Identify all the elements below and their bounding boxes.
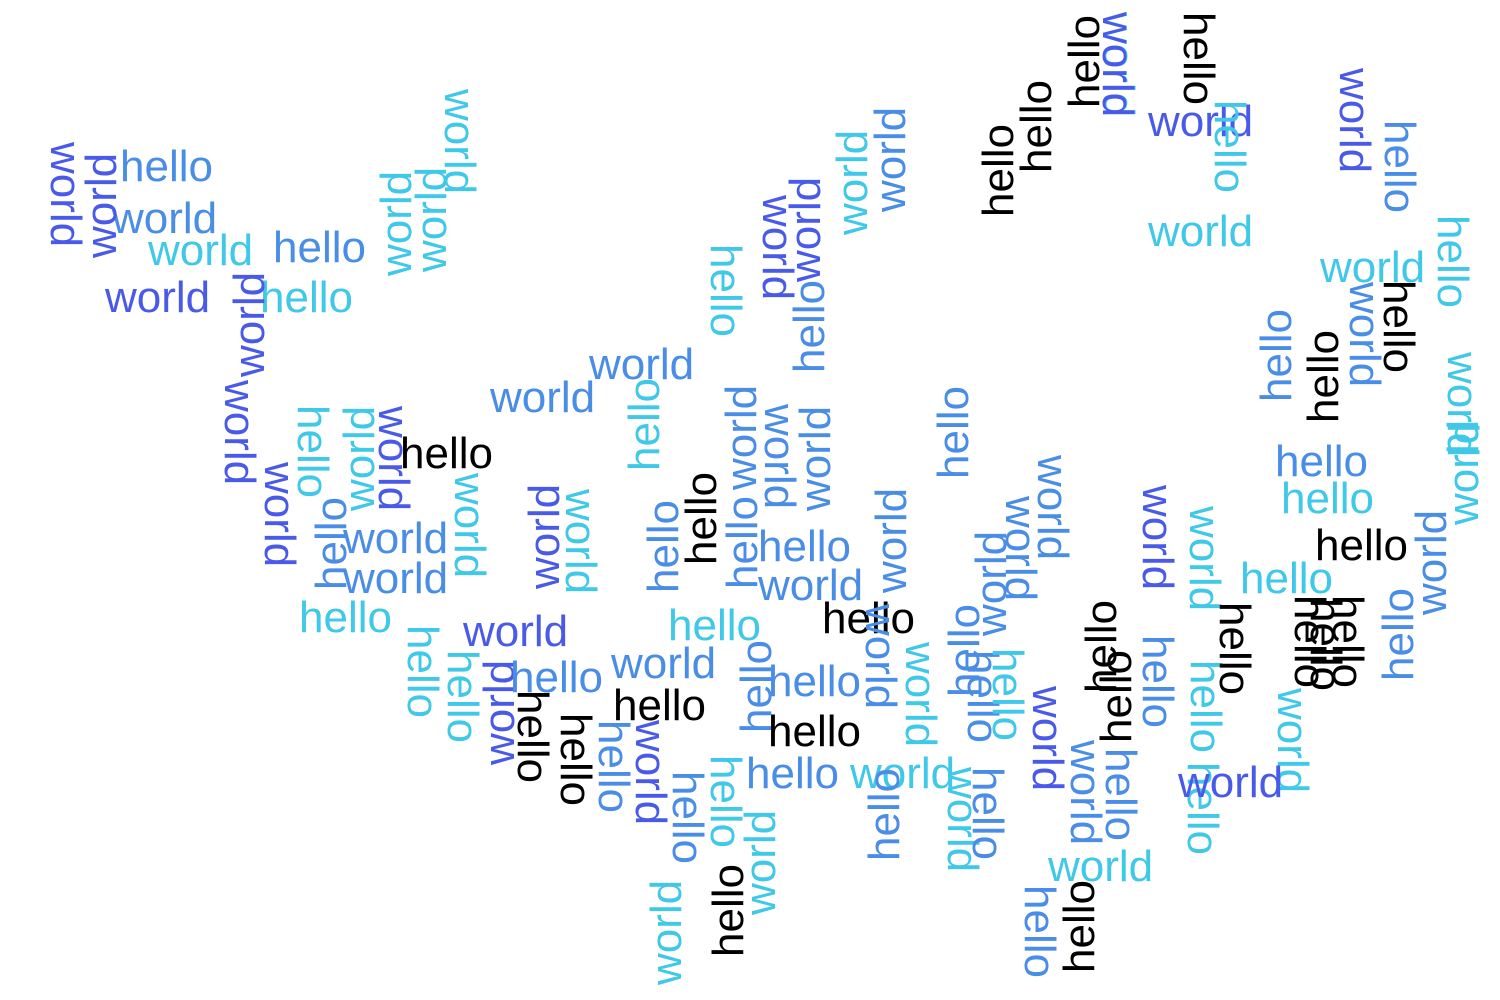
cloud-word-hello: hello <box>1323 595 1372 688</box>
cloud-word-world: world <box>850 749 956 798</box>
cloud-word-hello: hello <box>768 657 861 706</box>
cloud-word-world: world <box>490 373 596 422</box>
cloud-word-hello: hello <box>701 244 750 337</box>
cloud-word-hello: hello <box>400 429 493 478</box>
cloud-word-world: world <box>445 473 494 579</box>
cloud-word-world: world <box>611 639 717 688</box>
cloud-word-hello: hello <box>510 653 603 702</box>
cloud-word-world: world <box>896 642 945 748</box>
cloud-word-hello: hello <box>963 767 1012 860</box>
cloud-word-hello: hello <box>668 601 761 650</box>
cloud-word-world: world <box>77 152 126 258</box>
cloud-word-hello: hello <box>746 749 839 798</box>
cloud-word-world: world <box>1028 455 1077 561</box>
cloud-word-world: world <box>105 273 211 322</box>
cloud-word-hello: hello <box>260 273 353 322</box>
cloud-word-world: world <box>1439 419 1488 525</box>
cloud-word-world: world <box>589 340 695 389</box>
cloud-word-world: world <box>225 271 274 377</box>
cloud-word-hello: hello <box>1133 635 1182 728</box>
cloud-word-hello: hello <box>120 142 213 191</box>
cloud-word-world: world <box>1330 68 1379 174</box>
cloud-word-hello: hello <box>1210 602 1259 695</box>
cloud-word-hello: hello <box>1015 885 1064 978</box>
cloud-word-hello: hello <box>974 124 1023 217</box>
cloud-word-world: world <box>556 489 605 595</box>
cloud-word-world: world <box>407 166 456 272</box>
cloud-word-hello: hello <box>860 768 909 861</box>
cloud-word-hello: hello <box>768 707 861 756</box>
cloud-word-world: world <box>463 607 569 656</box>
cloud-word-world: world <box>1180 506 1229 612</box>
cloud-word-world: world <box>642 879 691 985</box>
cloud-word-hello: hello <box>822 594 915 643</box>
cloud-word-hello: hello <box>620 378 669 471</box>
cloud-word-hello: hello <box>1077 600 1126 693</box>
cloud-word-world: world <box>1340 282 1389 388</box>
cloud-word-hello: hello <box>1375 120 1424 213</box>
cloud-word-world: world <box>866 106 915 212</box>
cloud-word-hello: hello <box>785 280 834 373</box>
cloud-word-hello: hello <box>1281 474 1374 523</box>
cloud-word-hello: hello <box>613 681 706 730</box>
cloud-word-hello: hello <box>758 522 851 571</box>
cloud-word-hello: hello <box>508 690 557 783</box>
cloud-word-world: world <box>255 462 304 568</box>
cloud-word-world: world <box>1148 207 1254 256</box>
cloud-word-hello: hello <box>1174 12 1223 105</box>
cloud-word-world: world <box>148 226 254 275</box>
cloud-word-world: world <box>1093 12 1142 118</box>
cloud-word-hello: hello <box>299 593 392 642</box>
cloud-word-world: world <box>758 561 864 610</box>
cloud-word-hello: hello <box>1205 100 1254 193</box>
cloud-word-world: world <box>343 514 449 563</box>
cloud-word-hello: hello <box>1275 437 1368 486</box>
cloud-word-world: world <box>867 487 916 593</box>
cloud-word-world: world <box>1320 243 1426 292</box>
cloud-word-hello: hello <box>1374 588 1423 681</box>
cloud-word-hello: hello <box>273 223 366 272</box>
cloud-word-hello: hello <box>1315 521 1408 570</box>
cloud-word-hello: hello <box>1428 215 1477 308</box>
cloud-word-world: world <box>791 405 840 511</box>
cloud-word-world: world <box>343 554 449 603</box>
cloud-word-hello: hello <box>1055 880 1104 973</box>
cloud-word-world: world <box>112 194 218 243</box>
cloud-word-hello: hello <box>929 386 978 479</box>
cloud-word-world: world <box>1178 758 1284 807</box>
cloud-word-world: world <box>1148 97 1254 146</box>
cloud-word-world: world <box>1133 485 1182 591</box>
cloud-word-hello: hello <box>1240 554 1333 603</box>
cloud-word-world: world <box>1048 842 1154 891</box>
cloud-word-hello: hello <box>1252 309 1301 402</box>
cloud-word-hello: hello <box>704 864 753 957</box>
cloud-word-world: world <box>781 176 830 282</box>
cloud-word-hello: hello <box>1096 748 1145 841</box>
